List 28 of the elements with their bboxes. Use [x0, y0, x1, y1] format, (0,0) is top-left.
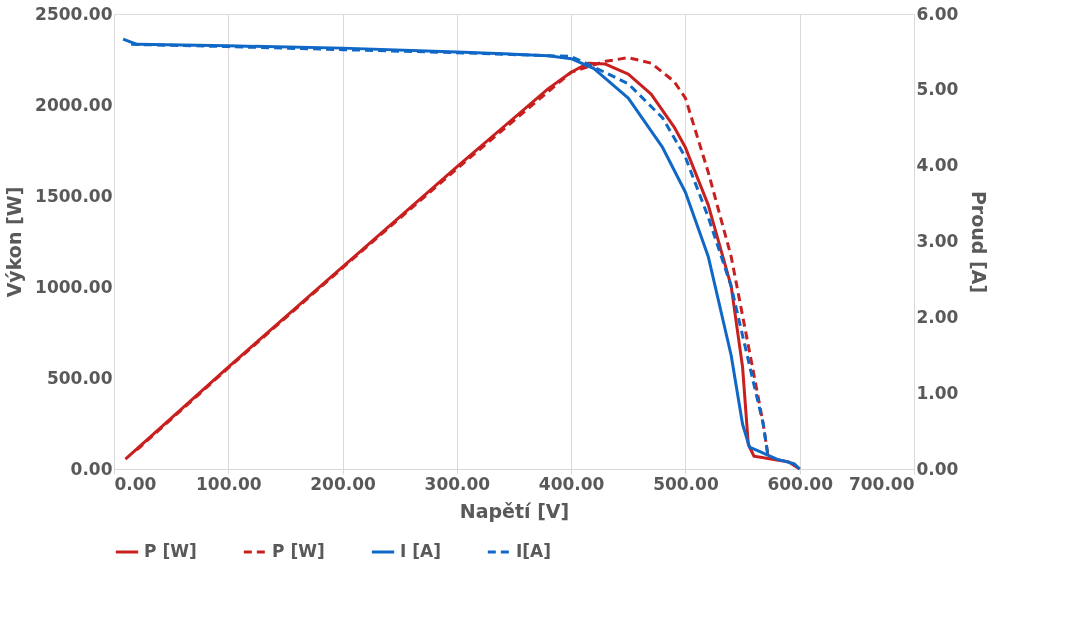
- legend-label: I [A]: [400, 541, 441, 561]
- legend-label: I[A]: [516, 541, 552, 561]
- x-tick-label: 200.00: [310, 473, 377, 494]
- x-tick-label: 300.00: [424, 473, 491, 494]
- y-tick-label: 500.00: [46, 367, 113, 388]
- y-tick-label: 2500.00: [35, 3, 113, 24]
- y2-tick-label: 3.00: [916, 231, 959, 251]
- y2-tick-label: 1.00: [916, 382, 959, 403]
- y-tick-label: 1500.00: [35, 185, 113, 206]
- y2-tick-label: 2.00: [916, 306, 959, 327]
- x-tick-label: 400.00: [538, 473, 605, 494]
- x-axis-title: Napětí [V]: [459, 499, 570, 522]
- x-tick-label: 0.00: [114, 473, 157, 494]
- legend-label: P [W]: [272, 541, 325, 561]
- y-tick-label: 1000.00: [35, 276, 113, 297]
- x-tick-label: 100.00: [195, 473, 262, 494]
- x-tick-label: 600.00: [767, 473, 834, 494]
- x-tick-label: 700.00: [848, 473, 915, 494]
- y2-tick-label: 5.00: [916, 79, 959, 100]
- y-tick-label: 2000.00: [35, 94, 113, 115]
- x-tick-label: 500.00: [653, 473, 719, 494]
- y-axis-title: Výkon [W]: [3, 186, 26, 298]
- y-tick-label: 0.00: [70, 458, 113, 479]
- legend-label: P [W]: [144, 541, 197, 561]
- y2-axis-title: Proud [A]: [968, 190, 991, 294]
- y2-tick-label: 6.00: [916, 3, 959, 24]
- y2-tick-label: 0.00: [916, 458, 959, 479]
- y2-tick-label: 4.00: [916, 155, 959, 176]
